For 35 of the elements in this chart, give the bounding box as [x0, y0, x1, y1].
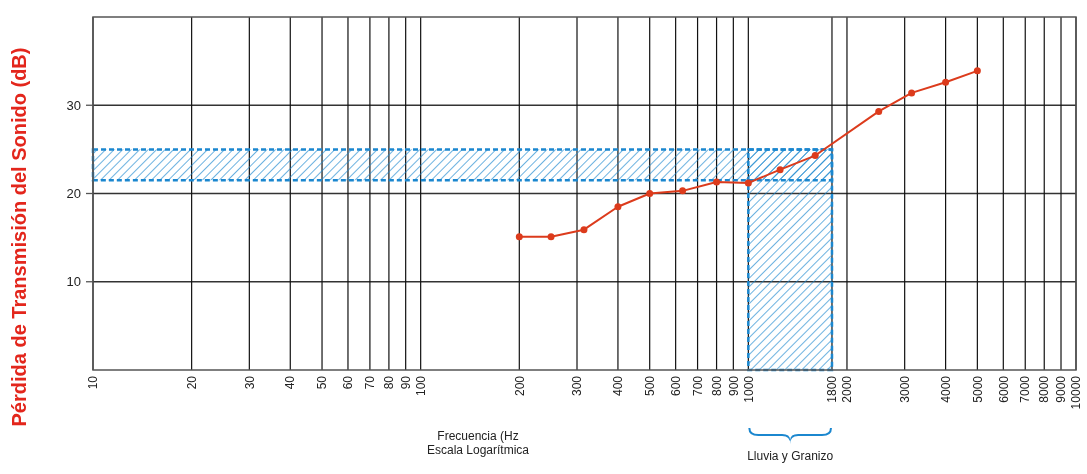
x-tick-label: 600	[668, 375, 683, 397]
y-tick-label: 20	[66, 186, 81, 202]
x-tick-label: 5000	[970, 375, 985, 403]
x-tick-label: 800	[709, 375, 724, 397]
x-tick-label: 70	[363, 375, 378, 390]
y-tick-label: 10	[66, 274, 81, 290]
x-tick-label: 4000	[938, 375, 953, 403]
x-tick-label: 500	[642, 375, 657, 397]
x-tick-label: 900	[726, 375, 741, 397]
x-tick-label: 3000	[897, 375, 912, 403]
x-tick-label: 8000	[1037, 375, 1052, 403]
x-tick-label: 80	[382, 375, 397, 390]
x-tick-label: 6000	[996, 375, 1011, 403]
x-tick-label: 10000	[1069, 375, 1084, 410]
y-tick-label: 30	[66, 97, 81, 113]
x-tick-label: 90	[398, 375, 413, 390]
x-tick-label: 7000	[1018, 375, 1033, 403]
x-tick-label: 300	[570, 375, 585, 397]
y-axis-title: Pérdida de Transmisión del Sonido (dB)	[8, 47, 30, 427]
x-tick-label: 10	[86, 375, 101, 390]
x-tick-label: 200	[512, 375, 527, 397]
x-tick-label: 2000	[840, 375, 855, 403]
x-tick-label: 40	[283, 375, 298, 390]
x-tick-label: 100	[413, 375, 428, 397]
x-tick-label: 1000	[741, 375, 756, 403]
x-tick-label: 30	[242, 375, 257, 390]
x-tick-label: 700	[690, 375, 705, 397]
x-tick-label: 50	[315, 375, 330, 390]
x-tick-label: 20	[184, 375, 199, 390]
x-tick-label: 9000	[1054, 375, 1069, 403]
x-tick-label: 60	[341, 375, 356, 390]
x-axis-title: Frecuencia (Hz Escala Logarítmica	[426, 429, 530, 458]
text: Lluvia y Granizo	[747, 449, 834, 463]
x-tick-label: 400	[611, 375, 626, 397]
x-tick-label: 1800	[825, 375, 840, 403]
